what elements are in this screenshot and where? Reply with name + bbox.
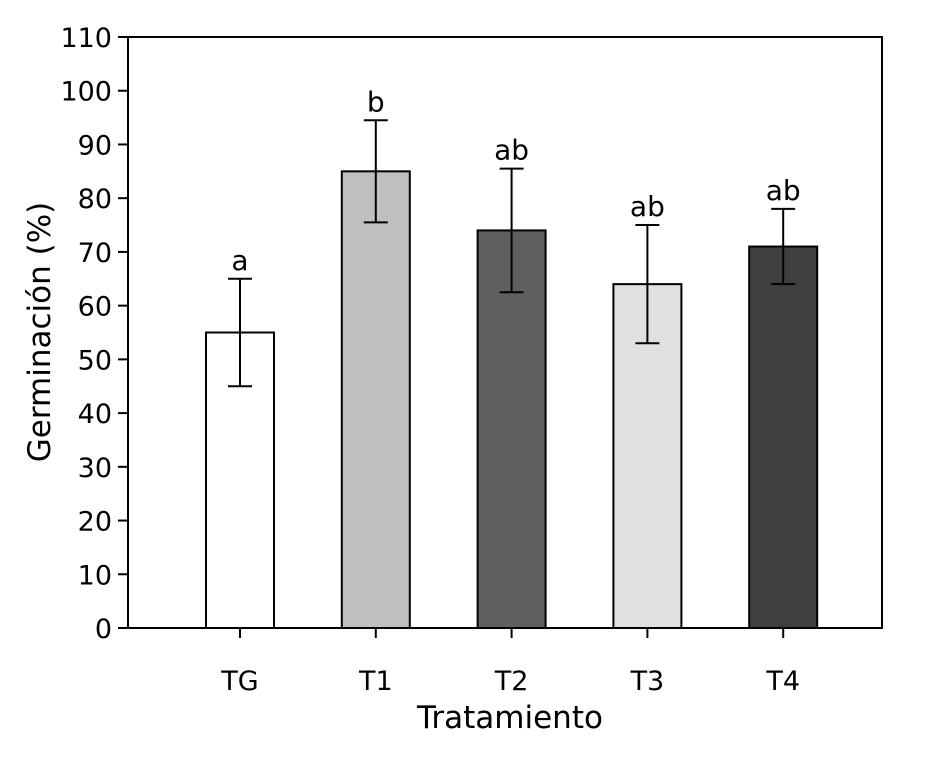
- bars: [205, 170, 819, 629]
- bar-T1: [340, 170, 411, 629]
- y-tick-label: 30: [78, 453, 112, 484]
- significance-label-T4: ab: [766, 174, 801, 207]
- x-axis-title: Tratamiento: [416, 700, 603, 736]
- y-axis: 0 10 20 30 40 50 60 70 80 90 100 110: [60, 23, 128, 645]
- x-tick-label-T2: T2: [494, 666, 529, 697]
- y-tick-label: 50: [78, 345, 112, 376]
- y-tick-label: 70: [78, 238, 112, 269]
- x-axis: TG T1 T2 T3 T4: [220, 628, 800, 697]
- y-tick-label: 0: [95, 614, 112, 645]
- x-tick-label-TG: TG: [220, 666, 258, 697]
- y-tick-label: 100: [60, 77, 112, 108]
- y-tick-label: 110: [60, 23, 112, 54]
- y-tick-label: 10: [78, 560, 112, 591]
- bar-T4: [748, 245, 819, 629]
- significance-label-T1: b: [367, 85, 385, 118]
- y-axis-title: Germinación (%): [22, 202, 58, 463]
- x-tick-label-T4: T4: [765, 666, 800, 697]
- y-tick-label: 20: [78, 507, 112, 538]
- y-tick-label: 60: [78, 292, 112, 323]
- significance-label-T2: ab: [494, 134, 529, 167]
- significance-label-T3: ab: [630, 190, 665, 223]
- significance-label-TG: a: [231, 244, 248, 277]
- y-tick-label: 40: [78, 399, 112, 430]
- y-tick-label: 80: [78, 184, 112, 215]
- x-tick-label-T3: T3: [630, 666, 665, 697]
- y-tick-label: 90: [78, 130, 112, 161]
- x-tick-label-T1: T1: [358, 666, 393, 697]
- error-bars: [228, 119, 796, 388]
